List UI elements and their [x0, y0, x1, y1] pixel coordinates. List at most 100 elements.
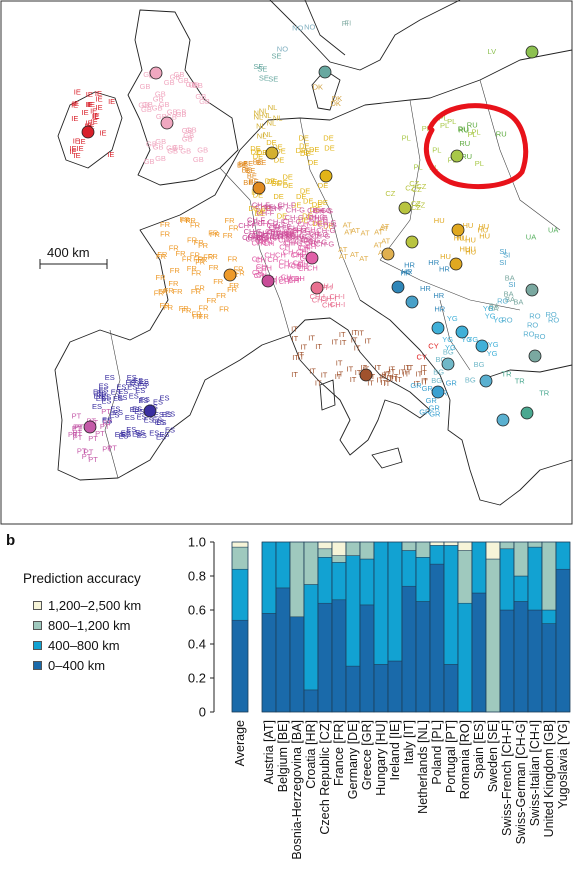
sample-label-ie: IE [87, 100, 94, 109]
sample-label-pl: PL [472, 127, 481, 136]
sample-label-it: IT [392, 372, 399, 381]
legend-label: 800–1,200 km [48, 618, 131, 633]
sample-label-ch-g: CH-G [285, 213, 304, 222]
sample-label-ch-g: CH-G [309, 230, 328, 239]
sample-label-pt: PT [75, 423, 85, 432]
sample-label-es: ES [99, 386, 109, 395]
sample-label-gr: GR [429, 410, 441, 419]
sample-label-ch-g: CH-G [314, 207, 333, 216]
sample-label-fr: FR [156, 273, 167, 282]
sample-label-ch: CH [256, 237, 267, 246]
sample-label-it: IT [421, 377, 428, 386]
sample-label-hr: HR [402, 267, 413, 276]
sample-label-at: AT [374, 240, 383, 249]
sample-label-gb: GB [142, 100, 153, 109]
sample-label-fr: FR [223, 231, 234, 240]
sample-label-de: DE [312, 200, 322, 209]
bar-segment-country-19 [527, 609, 543, 713]
sample-label-ch-g: CH-G [318, 220, 337, 229]
sample-label-ch-f: CH-F [253, 228, 271, 237]
sample-label-nl: NL [273, 114, 283, 123]
sample-label-fr: FR [156, 252, 167, 261]
sample-label-ch-f: CH-F [273, 230, 291, 239]
sample-label-ch: CH [275, 251, 286, 260]
sample-label-ie: IE [86, 100, 93, 109]
bar-segment-country-11 [415, 541, 431, 558]
legend-title: Prediction accuracy [23, 571, 141, 586]
sample-label-tr: TR [502, 369, 513, 378]
sample-label-hu: HU [463, 221, 474, 230]
sample-label-es: ES [99, 382, 109, 391]
sample-label-cz: CZ [409, 179, 419, 188]
sample-label-nl: NL [254, 112, 264, 121]
sample-label-ro: RO [548, 316, 559, 325]
sample-label-de: DE [257, 148, 267, 157]
sample-label-dk: DK [332, 94, 342, 103]
sample-label-ro: RO [523, 330, 534, 339]
sample-label-ch: CH [262, 238, 273, 247]
scale-bar [39, 259, 108, 269]
sample-label-ch: CH [258, 219, 269, 228]
sample-label-ie: IE [77, 144, 84, 153]
sample-label-ch-i: CH-I [317, 283, 332, 292]
sample-label-de: DE [300, 149, 310, 158]
sample-label-ch-i: CH-I [330, 300, 345, 309]
sample-label-fr: FR [195, 283, 206, 292]
sample-label-de: DE [283, 181, 293, 190]
sample-label-fr: FR [210, 230, 221, 239]
highlight-circle [423, 103, 529, 190]
sample-label-es: ES [105, 373, 115, 382]
sample-label-de: DE [249, 204, 259, 213]
sample-label-es: ES [121, 430, 131, 439]
bar-outline-average [231, 541, 249, 713]
sample-label-de: DE [291, 201, 301, 210]
sample-label-hr: HR [439, 265, 450, 274]
sample-label-nl: NL [268, 103, 278, 112]
sample-label-de: DE [275, 146, 285, 155]
sample-label-ch-f: CH-F [261, 234, 279, 243]
centroid-dot-ch-i [310, 281, 324, 295]
sample-label-ch: CH [294, 274, 305, 283]
sample-label-ch: CH [306, 242, 317, 251]
bar-segment-country-18 [513, 575, 529, 602]
sample-label-gr: GR [429, 404, 441, 413]
sample-label-fr: FR [209, 263, 220, 272]
sample-label-ch: CH [267, 221, 278, 230]
x-tick-label: Average [233, 720, 247, 766]
sample-label-hu: HU [434, 216, 445, 225]
sample-label-ie: IE [70, 144, 77, 153]
sample-label-de: DE [323, 134, 333, 143]
sample-label-it: IT [416, 370, 423, 379]
sample-label-ch-f: CH-F [264, 203, 282, 212]
sample-label-es: ES [152, 416, 162, 425]
x-tick-label: Yugoslavia [YG] [556, 720, 570, 809]
sample-label-nl: NL [256, 122, 266, 131]
sample-label-no: NO [292, 24, 303, 33]
sample-label-dk: DK [313, 83, 323, 92]
sample-label-ch-g: CH-G [309, 213, 328, 222]
sample-label-it: IT [389, 367, 396, 376]
sample-label-bg: BG [436, 355, 447, 364]
sample-label-ch: CH [272, 233, 283, 242]
centroid-dot-pl [450, 149, 464, 163]
sample-label-ie: IE [91, 117, 98, 126]
sample-label-ch-f: CH-F [270, 228, 288, 237]
y-tick-label: 0 [199, 705, 206, 720]
sample-label-it: IT [291, 324, 298, 333]
sample-label-se: SE [259, 74, 269, 83]
sample-label-gb: GB [155, 137, 166, 146]
sample-label-it: IT [350, 375, 357, 384]
sample-label-ba: BA [505, 295, 515, 304]
scale-bar-label: 400 km [47, 245, 90, 260]
sample-label-ch-i: CH-I [321, 294, 336, 303]
legend-item: 0–400 km [33, 658, 105, 673]
bar-segment-country-19 [527, 541, 543, 548]
centroid-dot-ba [528, 349, 542, 363]
sample-label-at: AT [374, 228, 383, 237]
population-centroids [81, 45, 542, 434]
sample-label-pl: PL [439, 114, 448, 123]
sample-label-de: DE [299, 142, 309, 151]
sample-label-it: IT [420, 363, 427, 372]
bar-segment-country-5 [331, 541, 347, 556]
bar-segment-country-4 [317, 548, 333, 558]
